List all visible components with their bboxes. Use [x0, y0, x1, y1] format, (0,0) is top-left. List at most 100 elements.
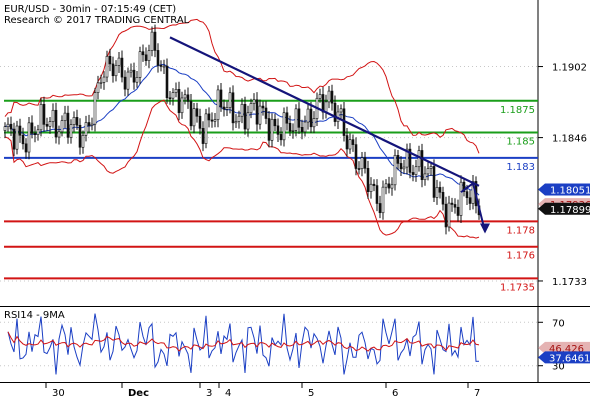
candle-body: [243, 103, 247, 130]
level-label: 1.1875: [500, 105, 535, 116]
candle-body: [330, 90, 334, 104]
candle-body: [24, 143, 28, 153]
time-tick-label: 5: [308, 388, 314, 399]
candle-body: [390, 184, 394, 189]
candle-body: [183, 94, 187, 99]
candle-body: [435, 187, 439, 198]
candle-body: [339, 108, 343, 113]
candle-body: [171, 92, 175, 99]
candle-body: [174, 89, 178, 93]
candle-body: [6, 123, 10, 128]
candle-body: [42, 103, 46, 125]
candle-body: [156, 50, 160, 66]
projection-path: [460, 181, 486, 232]
time-tick-label: 3: [206, 388, 212, 399]
candle-body: [288, 122, 292, 132]
candle-body: [354, 144, 358, 169]
candle-body: [201, 128, 205, 144]
candle-body: [57, 131, 61, 138]
candle-body: [51, 109, 55, 122]
rsi-title: RSI14 - 9MA: [4, 310, 65, 321]
candle-body: [135, 77, 139, 83]
rsi-value-label: 46.426: [549, 344, 584, 355]
candle-body: [351, 139, 355, 145]
level-label: 1.1735: [500, 282, 535, 293]
level-label: 1.176: [506, 251, 535, 262]
candle-body: [102, 76, 106, 83]
candle-body: [360, 157, 364, 169]
candle-body: [99, 81, 103, 84]
time-tick-label: Dec: [128, 388, 149, 399]
candle-body: [93, 92, 97, 125]
candle-body: [276, 125, 280, 135]
candle-body: [438, 187, 442, 193]
candle-body: [12, 128, 16, 150]
candle-body: [291, 130, 295, 132]
candle-body: [426, 168, 430, 175]
candle-body: [126, 71, 130, 90]
candle-body: [216, 89, 220, 120]
candle-body: [36, 129, 40, 135]
candle-body: [312, 118, 316, 128]
candle-body: [465, 191, 469, 199]
candle-body: [417, 150, 421, 168]
candle-body: [441, 191, 445, 205]
candle-body: [258, 105, 262, 125]
candle-body: [213, 119, 217, 122]
candle-body: [63, 112, 67, 121]
rsi-value-box: [538, 341, 590, 354]
candle-body: [399, 163, 403, 170]
candle-body: [117, 57, 121, 66]
candle-body: [468, 197, 472, 204]
candle-body: [411, 172, 415, 175]
candle-body: [309, 108, 313, 128]
candle-body: [414, 166, 418, 175]
candle-body: [462, 181, 466, 192]
candle-body: [123, 76, 127, 90]
time-tick-label: 30: [52, 388, 65, 399]
candle-body: [177, 89, 181, 114]
candle-body: [18, 125, 22, 136]
candle-body: [138, 51, 142, 78]
candle-body: [30, 122, 34, 134]
candle-body: [147, 50, 151, 61]
candle-body: [195, 108, 199, 117]
candle-body: [246, 112, 250, 130]
candle-body: [357, 168, 361, 170]
candle-body: [306, 108, 310, 123]
candle-body: [180, 97, 184, 114]
candle-body: [405, 148, 409, 168]
candle-body: [432, 166, 436, 198]
candle-body: [198, 115, 202, 129]
candle-body: [120, 57, 124, 78]
candle-body: [54, 109, 58, 138]
candle-body: [204, 113, 208, 144]
rsi-ma-line: [7, 331, 480, 352]
candle-body: [255, 99, 259, 125]
price-tick-label: 1.1846: [552, 134, 587, 145]
price-tick-label: 1.1733: [552, 277, 587, 288]
price-axis: 1.1902 1.1846 1.1733: [538, 63, 587, 288]
candle-body: [27, 122, 31, 153]
candle-body: [207, 113, 211, 121]
candle-body: [294, 108, 298, 131]
time-tick-label: 7: [474, 388, 480, 399]
level-label: 1.183: [506, 162, 535, 173]
candle-body: [144, 54, 148, 61]
time-axis: 30 Dec 3 4 5 6 7: [45, 382, 480, 399]
candle-body: [444, 203, 448, 228]
candle-body: [471, 181, 475, 204]
candle-body: [192, 108, 196, 127]
rsi-value-box: [538, 351, 590, 364]
candle-body: [297, 108, 301, 128]
candle-body: [84, 122, 88, 136]
candle-body: [162, 65, 166, 68]
candle-body: [372, 183, 376, 186]
candle-body: [300, 127, 304, 133]
price-box-label: 1.17899: [550, 205, 590, 216]
candle-body: [186, 94, 190, 102]
candle-body: [252, 99, 256, 104]
